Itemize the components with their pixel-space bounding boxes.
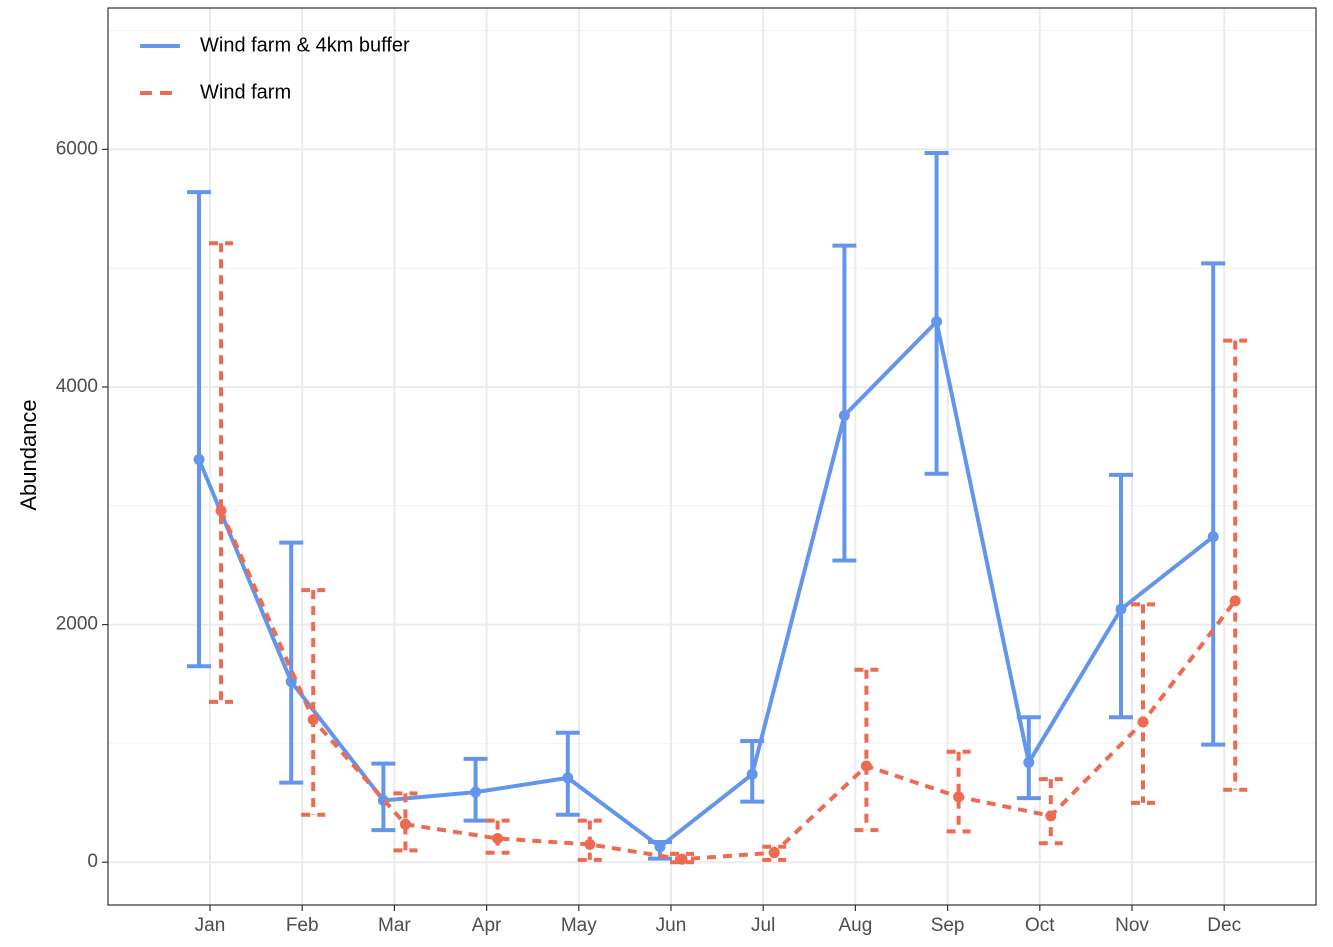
error-bar <box>393 791 418 853</box>
error-bar <box>279 540 304 785</box>
point <box>953 791 965 803</box>
point <box>838 410 850 422</box>
y-tick-label: 2000 <box>56 614 98 635</box>
x-tick-label: Mar <box>378 915 411 936</box>
point <box>1115 603 1127 615</box>
point <box>562 772 574 784</box>
error-bar <box>832 243 857 563</box>
error-bar <box>1131 602 1155 805</box>
error-bar <box>1109 472 1133 720</box>
point <box>746 768 758 780</box>
y-tick-label: 4000 <box>56 376 98 397</box>
x-tick-label: Oct <box>1025 915 1055 936</box>
legend-label: Wind farm <box>200 81 291 103</box>
y-tick-label: 0 <box>87 851 98 872</box>
error-bar <box>1223 338 1248 792</box>
x-tick-label: Jun <box>656 915 687 936</box>
point <box>307 714 319 726</box>
point <box>1023 756 1035 768</box>
x-tick-label: Dec <box>1207 915 1241 936</box>
x-tick-label: May <box>561 915 597 936</box>
error-bar <box>187 190 211 669</box>
series-line <box>219 509 1237 862</box>
y-tick-label: 6000 <box>56 138 98 159</box>
error-bar <box>854 667 879 833</box>
y-axis-title: Abundance <box>16 399 41 510</box>
point <box>584 838 596 850</box>
error-bar <box>1201 261 1226 747</box>
x-tick-label: Sep <box>931 915 965 936</box>
point <box>1207 531 1219 543</box>
point <box>399 818 411 830</box>
panel <box>108 8 1316 905</box>
point <box>1137 716 1149 728</box>
point <box>768 847 780 859</box>
error-bar <box>301 588 326 817</box>
error-bar <box>209 241 233 704</box>
point <box>470 786 482 798</box>
panel-border <box>107 7 1317 906</box>
point <box>215 505 227 517</box>
x-tick-label: Jan <box>195 915 226 936</box>
point <box>654 841 666 853</box>
legend-label: Wind farm & 4km buffer <box>200 34 410 56</box>
error-bar <box>924 150 949 476</box>
point <box>931 316 943 328</box>
x-tick-label: Aug <box>838 915 872 936</box>
x-tick-label: Jul <box>751 915 775 936</box>
point <box>1045 810 1057 822</box>
x-tick-label: Nov <box>1115 915 1149 936</box>
point <box>1229 595 1241 607</box>
x-tick-label: Apr <box>472 915 502 936</box>
point <box>492 832 504 844</box>
point <box>860 760 872 772</box>
point <box>676 853 688 865</box>
x-tick-label: Feb <box>286 915 319 936</box>
point <box>193 453 205 465</box>
